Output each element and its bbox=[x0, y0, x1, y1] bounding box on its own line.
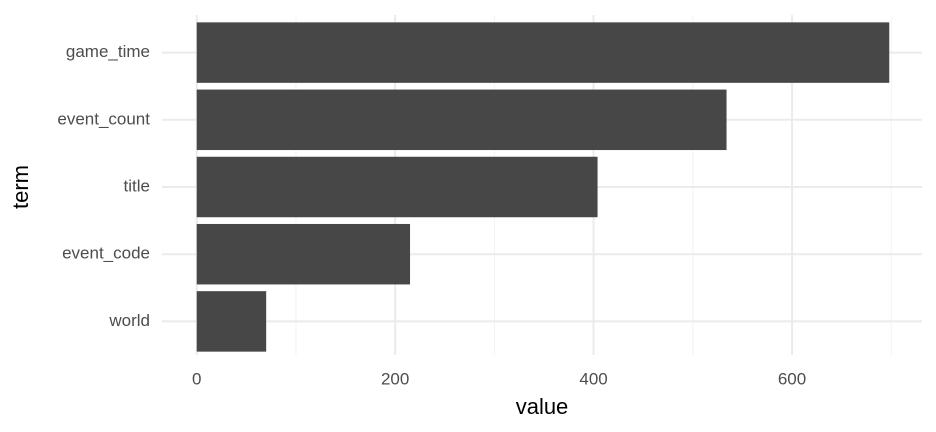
x-tick-label: 400 bbox=[579, 369, 607, 388]
bar bbox=[196, 156, 598, 218]
x-tick-label: 200 bbox=[381, 369, 409, 388]
y-tick-label: event_code bbox=[62, 244, 150, 263]
bar bbox=[196, 22, 890, 83]
y-axis-label: term bbox=[8, 165, 33, 209]
x-tick-label: 600 bbox=[778, 369, 806, 388]
bar bbox=[196, 223, 411, 285]
y-tick-label: world bbox=[108, 311, 150, 330]
y-tick-label: game_time bbox=[66, 42, 150, 61]
x-axis-label: value bbox=[516, 394, 569, 419]
bar bbox=[196, 291, 267, 352]
x-tick-label: 0 bbox=[192, 369, 201, 388]
y-tick-label: event_count bbox=[57, 109, 150, 128]
bar bbox=[196, 89, 727, 151]
y-tick-label: title bbox=[124, 176, 150, 195]
